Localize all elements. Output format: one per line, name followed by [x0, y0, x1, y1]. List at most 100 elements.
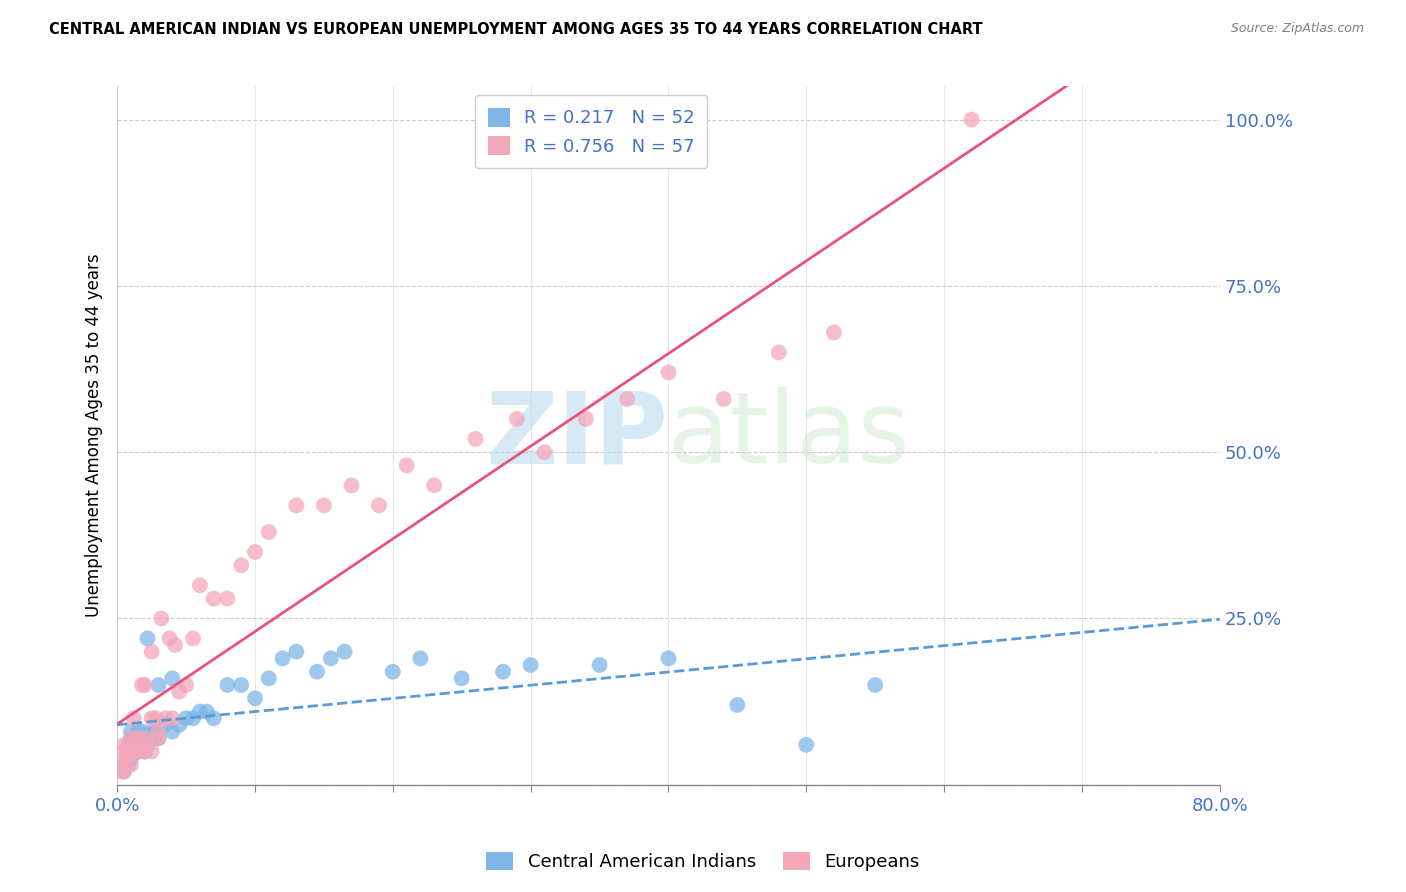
- Point: [115, 751, 138, 765]
- Point: [134, 731, 156, 746]
- Point: [141, 724, 163, 739]
- Text: CENTRAL AMERICAN INDIAN VS EUROPEAN UNEMPLOYMENT AMONG AGES 35 TO 44 YEARS CORRE: CENTRAL AMERICAN INDIAN VS EUROPEAN UNEM…: [49, 22, 983, 37]
- Point: [112, 751, 135, 765]
- Point: [381, 665, 404, 679]
- Point: [162, 724, 184, 739]
- Point: [127, 731, 149, 746]
- Point: [145, 711, 167, 725]
- Point: [285, 499, 308, 513]
- Point: [333, 645, 356, 659]
- Point: [217, 678, 239, 692]
- Point: [312, 499, 335, 513]
- Point: [506, 412, 529, 426]
- Point: [155, 711, 177, 725]
- Point: [127, 744, 149, 758]
- Point: [141, 731, 163, 746]
- Point: [409, 651, 432, 665]
- Text: atlas: atlas: [668, 387, 910, 484]
- Point: [588, 658, 610, 673]
- Point: [141, 645, 163, 659]
- Point: [340, 478, 363, 492]
- Point: [136, 632, 159, 646]
- Point: [174, 711, 197, 725]
- Point: [120, 731, 142, 746]
- Point: [231, 558, 253, 573]
- Point: [195, 705, 218, 719]
- Point: [141, 711, 163, 725]
- Point: [423, 478, 446, 492]
- Point: [368, 499, 391, 513]
- Point: [188, 578, 211, 592]
- Point: [305, 665, 328, 679]
- Point: [960, 112, 983, 127]
- Point: [657, 651, 679, 665]
- Point: [155, 718, 177, 732]
- Point: [120, 744, 142, 758]
- Point: [533, 445, 555, 459]
- Point: [134, 678, 156, 692]
- Point: [257, 524, 280, 539]
- Point: [823, 326, 845, 340]
- Point: [319, 651, 342, 665]
- Point: [127, 724, 149, 739]
- Point: [167, 684, 190, 698]
- Point: [450, 671, 472, 685]
- Point: [519, 658, 541, 673]
- Point: [150, 611, 173, 625]
- Point: [131, 724, 153, 739]
- Point: [492, 665, 515, 679]
- Point: [122, 711, 145, 725]
- Point: [120, 724, 142, 739]
- Point: [112, 744, 135, 758]
- Point: [464, 432, 486, 446]
- Point: [616, 392, 638, 406]
- Point: [110, 764, 132, 779]
- Point: [202, 711, 225, 725]
- Point: [713, 392, 735, 406]
- Point: [122, 731, 145, 746]
- Point: [112, 764, 135, 779]
- Point: [162, 711, 184, 725]
- Point: [122, 744, 145, 758]
- Point: [271, 651, 294, 665]
- Point: [134, 744, 156, 758]
- Legend: Central American Indians, Europeans: Central American Indians, Europeans: [479, 845, 927, 879]
- Point: [794, 738, 817, 752]
- Point: [148, 678, 170, 692]
- Point: [148, 731, 170, 746]
- Point: [148, 731, 170, 746]
- Point: [122, 738, 145, 752]
- Point: [165, 638, 187, 652]
- Point: [167, 718, 190, 732]
- Point: [127, 731, 149, 746]
- Point: [162, 671, 184, 685]
- Point: [575, 412, 598, 426]
- Point: [117, 744, 139, 758]
- Point: [127, 744, 149, 758]
- Point: [131, 738, 153, 752]
- Point: [136, 731, 159, 746]
- Point: [141, 744, 163, 758]
- Legend: R = 0.217   N = 52, R = 0.756   N = 57: R = 0.217 N = 52, R = 0.756 N = 57: [475, 95, 707, 169]
- Point: [231, 678, 253, 692]
- Point: [285, 645, 308, 659]
- Point: [131, 678, 153, 692]
- Point: [188, 705, 211, 719]
- Point: [112, 757, 135, 772]
- Point: [136, 738, 159, 752]
- Y-axis label: Unemployment Among Ages 35 to 44 years: Unemployment Among Ages 35 to 44 years: [86, 253, 103, 617]
- Point: [159, 632, 181, 646]
- Point: [725, 698, 748, 712]
- Point: [134, 744, 156, 758]
- Point: [112, 764, 135, 779]
- Point: [112, 738, 135, 752]
- Point: [202, 591, 225, 606]
- Point: [148, 724, 170, 739]
- Point: [122, 744, 145, 758]
- Point: [120, 738, 142, 752]
- Point: [863, 678, 886, 692]
- Point: [117, 738, 139, 752]
- Point: [120, 751, 142, 765]
- Point: [217, 591, 239, 606]
- Text: Source: ZipAtlas.com: Source: ZipAtlas.com: [1230, 22, 1364, 36]
